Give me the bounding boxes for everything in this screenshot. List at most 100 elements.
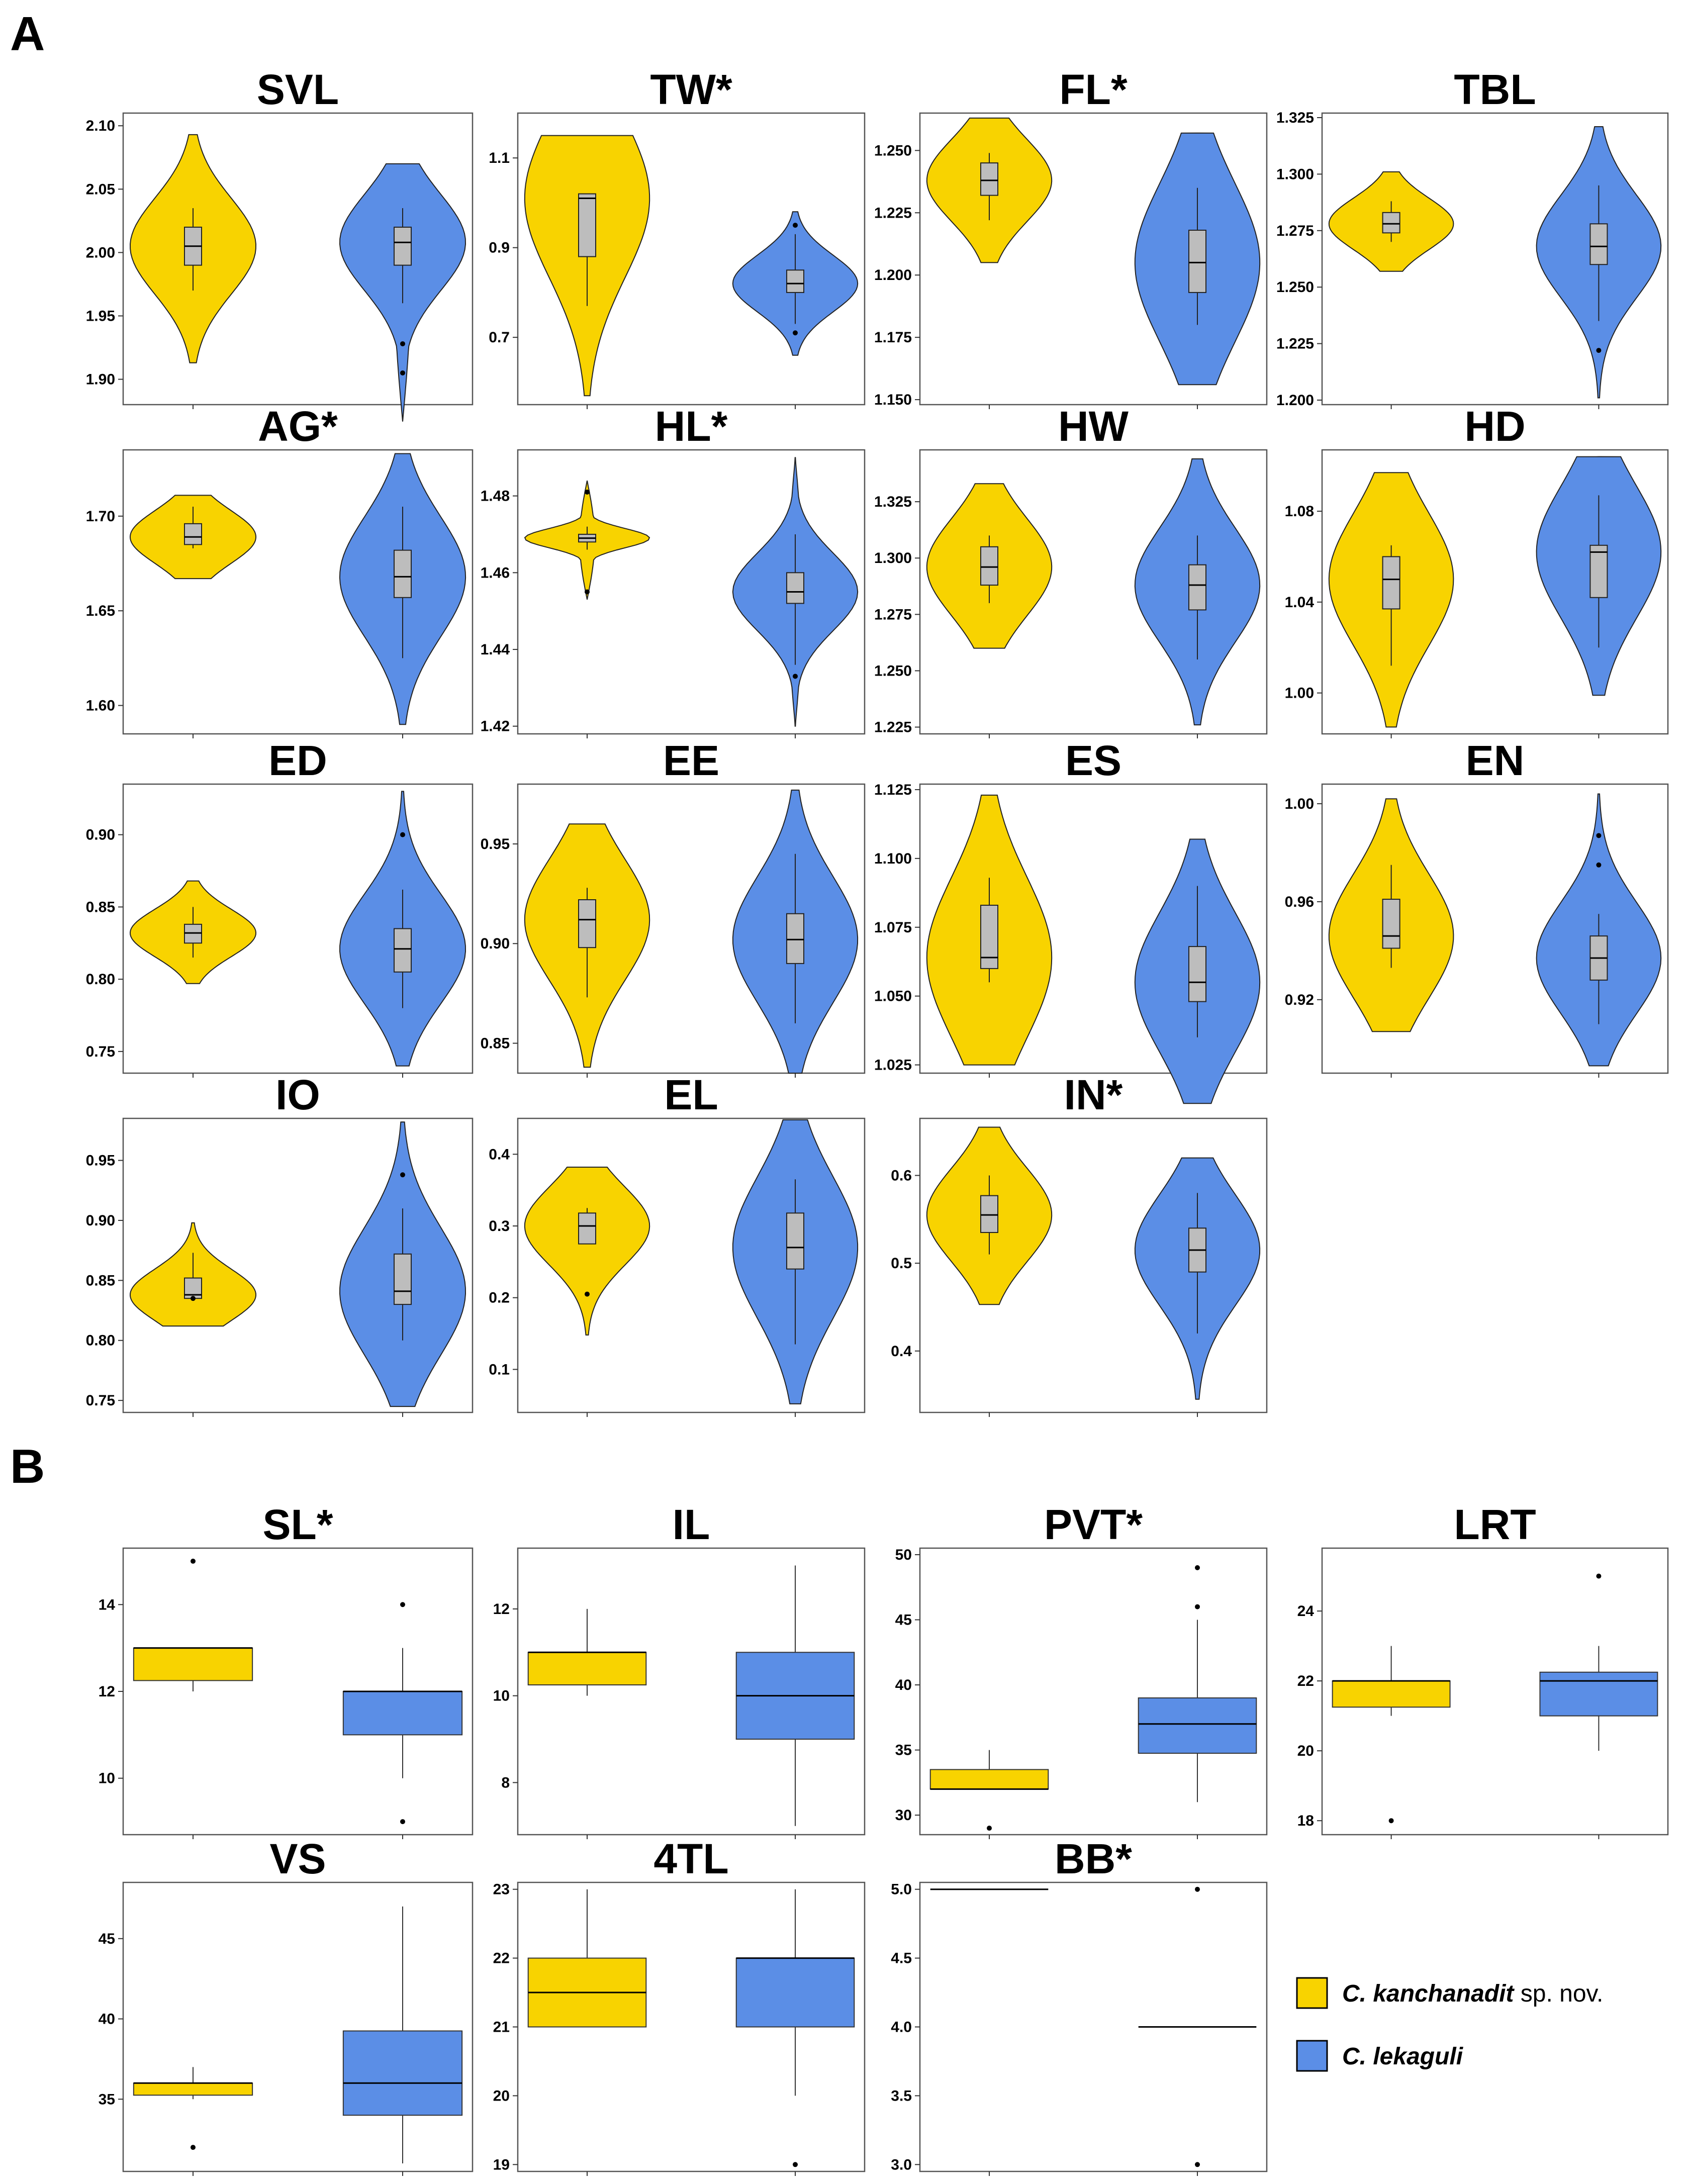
box-kanchanadit <box>1332 1680 1451 1708</box>
y-tick-label: 0.7 <box>489 329 510 346</box>
box-lekaguli <box>1589 544 1608 598</box>
box-kanchanadit <box>133 2082 253 2096</box>
y-tick-label: 3.5 <box>891 2087 912 2104</box>
y-tick-label: 0.85 <box>481 1035 510 1052</box>
box-lekaguli <box>786 1212 804 1270</box>
outlier-point-lekaguli <box>400 1819 405 1825</box>
outlier-point-kanchanadit <box>585 1291 590 1297</box>
y-tick-label: 0.4 <box>891 1343 912 1360</box>
box-lekaguli <box>342 1691 463 1736</box>
box-lekaguli <box>786 913 804 964</box>
y-tick-label: 1.44 <box>481 641 510 658</box>
y-tick-label: 1.300 <box>874 550 912 566</box>
panel-label-b: B <box>10 1440 45 1493</box>
y-tick-label: 3.0 <box>891 2156 912 2173</box>
y-tick-label: 4.5 <box>891 1950 912 1967</box>
outlier-point-lekaguli <box>1596 348 1602 353</box>
chart-title-il: IL <box>673 1501 710 1548</box>
plot-frame-svl <box>122 112 474 406</box>
chart-tw: TW* 0.7 0.9 1.1 <box>489 66 866 409</box>
box-lekaguli <box>394 1253 412 1305</box>
y-tick-label: 0.85 <box>86 899 115 915</box>
legend-suffix-kanchanadit: sp. nov. <box>1514 1980 1603 2007</box>
y-tick-label: 40 <box>99 2011 115 2028</box>
plot-frame-ag <box>122 449 474 735</box>
plot-frame-io <box>122 1117 474 1413</box>
box-lekaguli <box>1188 564 1206 611</box>
plot-frame-ed <box>122 783 474 1074</box>
y-tick-label: 22 <box>493 1950 510 1967</box>
y-tick-label: 24 <box>1297 1603 1315 1620</box>
outlier-point-lekaguli <box>1596 1573 1602 1579</box>
box-kanchanadit <box>980 1195 998 1233</box>
chart-sl: SL* 10 12 14 <box>99 1501 474 1839</box>
y-tick-label: 1.175 <box>874 329 912 346</box>
plot-frame-en <box>1321 783 1669 1074</box>
y-tick-label: 1.225 <box>874 205 912 221</box>
y-tick-label: 19 <box>493 2156 510 2173</box>
y-tick-label: 0.3 <box>489 1218 510 1235</box>
y-tick-label: 1.225 <box>874 719 912 736</box>
chart-title-hd: HD <box>1464 403 1525 450</box>
plot-frame-pvt <box>919 1547 1268 1836</box>
plot-frame-hw <box>919 449 1268 735</box>
panel-label-a: A <box>10 7 45 61</box>
box-kanchanadit <box>578 193 596 257</box>
chart-title-ee: EE <box>663 737 719 784</box>
outlier-point-kanchanadit <box>1388 1818 1394 1824</box>
box-kanchanadit <box>929 1769 1049 1790</box>
chart-ag: AG* 1.60 1.65 1.70 <box>86 403 474 738</box>
box-lekaguli <box>1188 229 1206 293</box>
y-tick-label: 1.025 <box>874 1057 912 1074</box>
y-tick-label: 1.325 <box>874 494 912 510</box>
y-tick-label: 35 <box>895 1742 912 1759</box>
outlier-point-lekaguli <box>793 330 798 336</box>
outlier-point-lekaguli <box>1596 862 1602 868</box>
box-kanchanadit <box>1382 899 1400 949</box>
y-tick-label: 23 <box>493 1881 510 1898</box>
chart-svl: SVL 1.90 1.95 2.00 2.05 2.10 <box>86 66 474 422</box>
y-tick-label: 22 <box>1297 1673 1314 1689</box>
outlier-point-lekaguli <box>793 223 798 228</box>
y-tick-label: 1.325 <box>1276 110 1314 126</box>
y-tick-label: 2.10 <box>86 118 115 134</box>
chart-tbl: TBL 1.200 1.225 1.250 1.275 1.300 1.325 <box>1276 66 1669 409</box>
chart-pvt: PVT* 30 35 40 45 50 <box>895 1501 1268 1839</box>
y-tick-label: 0.1 <box>489 1361 510 1378</box>
box-lekaguli <box>786 269 804 293</box>
plot-frame-hd <box>1321 449 1669 735</box>
chart-es: ES 1.025 1.050 1.075 1.100 1.125 <box>874 737 1268 1104</box>
chart-title-lrt: LRT <box>1454 1501 1536 1548</box>
y-tick-label: 1.250 <box>874 142 912 159</box>
chart-in: IN* 0.4 0.5 0.6 <box>891 1071 1268 1417</box>
outlier-point-lekaguli <box>400 370 405 375</box>
chart-il: IL 8 10 12 <box>493 1501 866 1839</box>
y-tick-label: 0.95 <box>481 836 510 852</box>
outlier-point-lekaguli <box>1195 1604 1200 1609</box>
chart-title-el: EL <box>664 1071 718 1118</box>
y-tick-label: 1.00 <box>1285 685 1314 702</box>
y-tick-label: 1.075 <box>874 919 912 936</box>
outlier-point-kanchanadit <box>585 489 590 495</box>
chart-lrt: LRT 18 20 22 24 <box>1297 1501 1669 1839</box>
y-tick-label: 0.75 <box>86 1392 115 1409</box>
chart-el: EL 0.1 0.2 0.3 0.4 <box>489 1071 866 1417</box>
y-tick-label: 1.250 <box>874 662 912 679</box>
plot-frame-tw <box>517 112 866 406</box>
chart-title-sl: SL* <box>262 1501 333 1548</box>
outlier-point-lekaguli <box>1195 1565 1200 1570</box>
chart-title-pvt: PVT* <box>1044 1501 1143 1548</box>
y-tick-label: 1.150 <box>874 392 912 408</box>
box-kanchanadit <box>980 546 998 586</box>
y-tick-label: 1.42 <box>481 718 510 735</box>
y-tick-label: 40 <box>895 1677 912 1693</box>
y-tick-label: 8 <box>501 1774 510 1791</box>
y-tick-label: 45 <box>895 1612 912 1629</box>
y-tick-label: 0.90 <box>86 1212 115 1229</box>
y-tick-label: 0.80 <box>86 971 115 988</box>
outlier-point-lekaguli <box>400 832 405 837</box>
y-tick-label: 35 <box>99 2091 115 2108</box>
box-lekaguli <box>735 1957 855 2028</box>
chart-title-en: EN <box>1466 737 1525 784</box>
box-lekaguli <box>394 226 412 266</box>
